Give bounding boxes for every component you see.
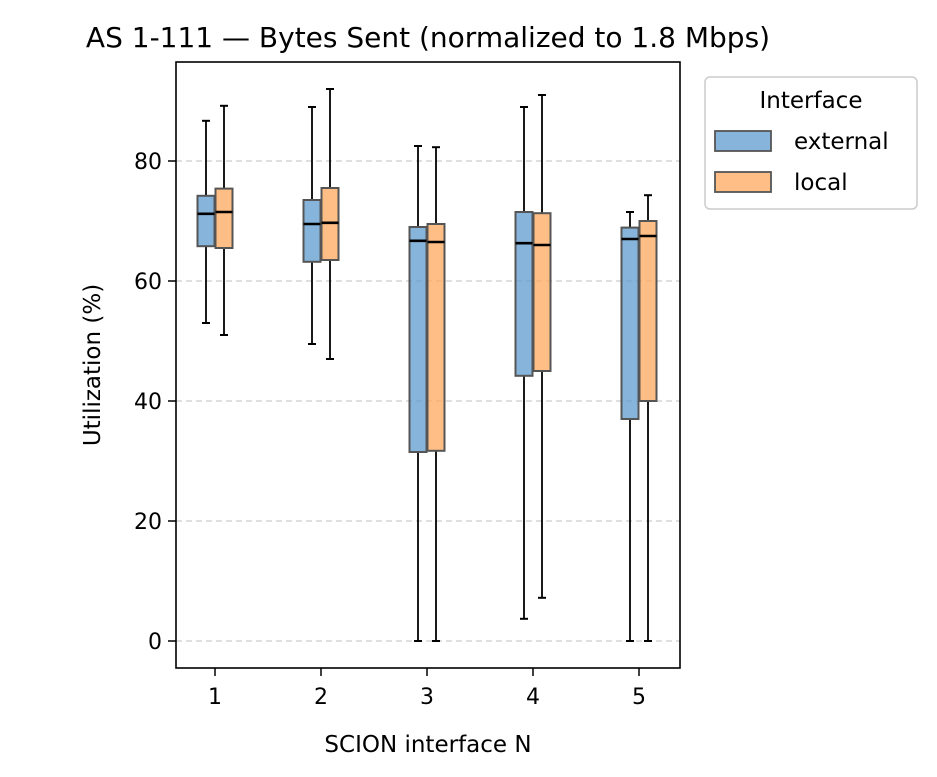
iqr-box	[514, 211, 534, 377]
x-axis: 1 2 3 4 5	[208, 668, 646, 710]
iqr-box	[620, 226, 640, 420]
iqr-box	[196, 194, 216, 248]
x-axis-label: SCION interface N	[324, 732, 531, 758]
y-tick-label-2: 40	[134, 390, 162, 415]
legend-title: Interface	[760, 88, 863, 114]
x-tick-label-4: 5	[632, 685, 646, 710]
y-axis: 0 20 40 60 80	[134, 150, 176, 655]
box-local-5	[638, 194, 658, 642]
box-external-2	[302, 106, 322, 345]
x-tick-label-3: 4	[526, 685, 540, 710]
x-tick-label-2: 3	[420, 685, 434, 710]
box-local-1	[214, 104, 234, 336]
iqr-box	[532, 212, 552, 372]
iqr-box	[408, 226, 428, 453]
legend: Interface external local	[704, 76, 918, 210]
legend-swatch-local	[714, 171, 772, 193]
iqr-box	[426, 223, 446, 452]
y-axis-label: Utilization (%)	[80, 284, 106, 446]
box-external-5	[620, 211, 640, 642]
chart-title: AS 1-111 — Bytes Sent (normalized to 1.8…	[86, 21, 770, 54]
y-tick-label-4: 80	[134, 150, 162, 175]
box-local-4	[532, 94, 552, 599]
legend-swatch-external	[714, 130, 772, 152]
legend-items: external local	[714, 129, 889, 196]
box-external-4	[514, 106, 534, 620]
y-tick-label-1: 20	[134, 510, 162, 535]
y-tick-label-3: 60	[134, 270, 162, 295]
legend-label-external: external	[794, 129, 889, 155]
box-external-1	[196, 119, 216, 324]
iqr-box	[214, 187, 234, 250]
iqr-box	[302, 199, 322, 263]
y-tick-label-0: 0	[148, 630, 162, 655]
boxplots	[196, 88, 658, 642]
iqr-box	[638, 220, 658, 402]
x-tick-label-1: 2	[314, 685, 328, 710]
box-local-2	[320, 88, 340, 360]
box-external-3	[408, 145, 428, 642]
box-local-3	[426, 146, 446, 642]
legend-label-local: local	[794, 170, 848, 196]
plot-area-frame	[175, 61, 681, 669]
x-tick-label-0: 1	[208, 685, 222, 710]
